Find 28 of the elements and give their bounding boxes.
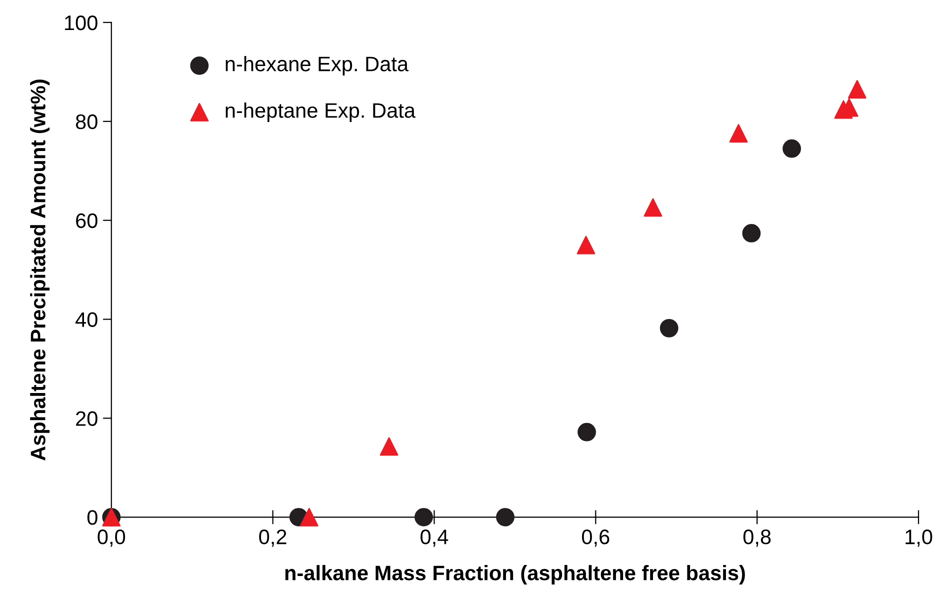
point [300, 508, 318, 526]
y-tick-label: 100 [65, 15, 98, 30]
y-tick-label: 60 [76, 213, 98, 228]
x-axis-title: n-alkane Mass Fraction (asphaltene free basis) [285, 565, 745, 584]
point [414, 508, 433, 526]
x-tick-label: 1,0 [906, 530, 932, 547]
legend-label: n-heptane Exp. Data [226, 102, 416, 122]
point [644, 198, 662, 217]
legend-label: n-hexane Exp. Data [226, 56, 409, 76]
point [742, 224, 761, 242]
y-tick-label: 80 [76, 114, 98, 130]
y-axis-title: Asphaltene Precipitated Amount (wt%) [30, 80, 50, 460]
y-tick-label: 40 [76, 312, 98, 328]
point [782, 139, 801, 158]
x-tick-label: 0,6 [582, 530, 610, 547]
point [848, 80, 866, 98]
x-tick-label: 0,8 [743, 530, 771, 547]
y-tick-label: 20 [76, 411, 98, 426]
x-tick-label: 0,0 [98, 530, 126, 547]
point [729, 124, 748, 142]
point [380, 437, 398, 456]
point [496, 508, 514, 526]
x-tick-label: 0,2 [259, 530, 286, 547]
point [660, 318, 678, 338]
point [576, 236, 596, 254]
y-tick-label: 0 [87, 510, 98, 525]
point [578, 422, 596, 442]
x-tick-label: 0,4 [420, 530, 448, 547]
